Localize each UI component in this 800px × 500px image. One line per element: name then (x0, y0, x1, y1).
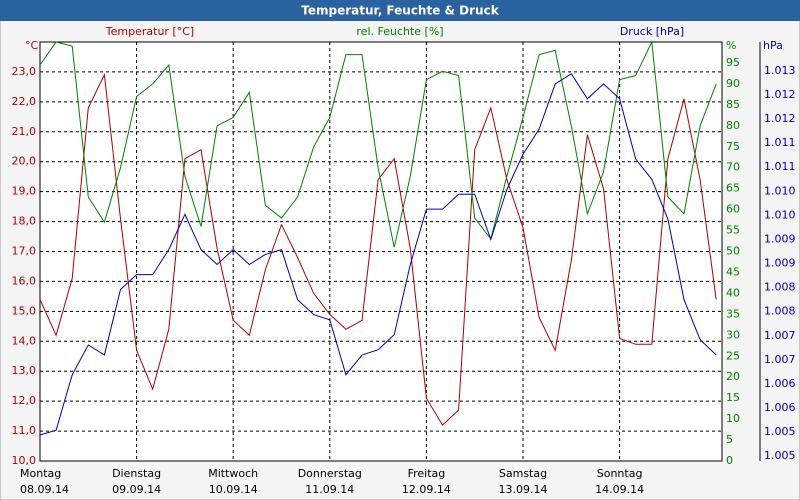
y2-tick-label: 5 (726, 433, 733, 446)
y2-tick-label: 70 (726, 161, 740, 174)
y3-tick-label: 1.005 (764, 425, 796, 438)
x-tick-date: 10.09.14 (209, 483, 258, 496)
y2-tick-label: 35 (726, 307, 740, 320)
y3-axis-label: Druck [hPa] (620, 25, 684, 38)
y2-tick-label: 0 (726, 454, 733, 467)
x-tick-date: 12.09.14 (402, 483, 451, 496)
x-tick-label: Samstag (499, 467, 547, 480)
y3-tick-label: 1.007 (764, 353, 796, 366)
y3-tick-label: 1.010 (764, 184, 796, 197)
y2-tick-label: 65 (726, 182, 740, 195)
y-unit: °C (25, 39, 39, 52)
y-tick-label: 22,0 (12, 95, 37, 108)
y2-tick-label: 20 (726, 370, 740, 383)
y2-tick-label: 40 (726, 286, 740, 299)
y-tick-label: 15,0 (12, 304, 37, 317)
y2-axis-label: rel. Feuchte [%] (356, 25, 443, 38)
x-tick-date: 11.09.14 (305, 483, 354, 496)
y-tick-label: 10,0 (12, 454, 37, 467)
plot-area (39, 41, 723, 462)
title-bar (0, 0, 800, 21)
y3-tick-label: 1.008 (764, 305, 796, 318)
y-axis-label: Temperatur [°C] (105, 25, 194, 38)
x-tick-label: Mittwoch (208, 467, 258, 480)
x-tick-date: 13.09.14 (499, 483, 548, 496)
y2-unit: % (726, 39, 736, 52)
x-tick-label: Montag (20, 467, 61, 480)
y-tick-label: 11,0 (12, 424, 37, 437)
y2-tick-label: 90 (726, 77, 740, 90)
x-tick-label: Freitag (408, 467, 446, 480)
y2-tick-label: 25 (726, 349, 740, 362)
y-tick-label: 23,0 (12, 65, 37, 78)
y3-tick-label: 1.008 (764, 281, 796, 294)
y3-tick-label: 1.012 (764, 88, 796, 101)
y3-tick-label: 1.011 (764, 160, 796, 173)
y2-tick-label: 80 (726, 119, 740, 132)
y-tick-label: 12,0 (12, 394, 37, 407)
series-line (39, 73, 717, 436)
y-tick-label: 21,0 (12, 125, 37, 138)
y3-unit: hPa (763, 39, 783, 52)
y2-tick-label: 85 (726, 98, 740, 111)
y3-tick-label: 1.010 (764, 208, 796, 221)
y2-tick-label: 10 (726, 412, 740, 425)
y-tick-label: 20,0 (12, 155, 37, 168)
y2-tick-label: 75 (726, 140, 740, 153)
x-tick-label: Dienstag (112, 467, 161, 480)
y3-tick-label: 1.006 (764, 401, 796, 414)
x-tick-label: Sonntag (597, 467, 643, 480)
chart-title: Temperatur, Feuchte & Druck (301, 4, 499, 18)
y2-tick-label: 30 (726, 328, 740, 341)
x-tick-date: 09.09.14 (112, 483, 161, 496)
y3-tick-label: 1.009 (764, 257, 796, 270)
y2-tick-label: 45 (726, 265, 740, 278)
y3-tick-label: 1.011 (764, 136, 796, 149)
y-tick-label: 14,0 (12, 334, 37, 347)
y3-tick-label: 1.007 (764, 329, 796, 342)
y-tick-label: 17,0 (12, 245, 37, 258)
y2-tick-label: 60 (726, 203, 740, 216)
y3-tick-label: 1.012 (764, 112, 796, 125)
y3-tick-label: 1.006 (764, 377, 796, 390)
x-tick-label: Donnerstag (298, 467, 362, 480)
series-line (39, 73, 717, 426)
y3-tick-label: 1.009 (764, 232, 796, 245)
y2-tick-label: 50 (726, 245, 740, 258)
series-line (39, 40, 717, 248)
y-tick-label: 13,0 (12, 364, 37, 377)
y-tick-label: 19,0 (12, 185, 37, 198)
y2-tick-label: 95 (726, 56, 740, 69)
y2-tick-label: 55 (726, 224, 740, 237)
y-tick-label: 18,0 (12, 215, 37, 228)
y2-tick-label: 15 (726, 391, 740, 404)
y-tick-label: 16,0 (12, 274, 37, 287)
y3-tick-label: 1.013 (764, 64, 796, 77)
x-tick-date: 08.09.14 (20, 483, 69, 496)
x-tick-date: 14.09.14 (595, 483, 644, 496)
y3-tick-label: 1.005 (764, 449, 796, 462)
